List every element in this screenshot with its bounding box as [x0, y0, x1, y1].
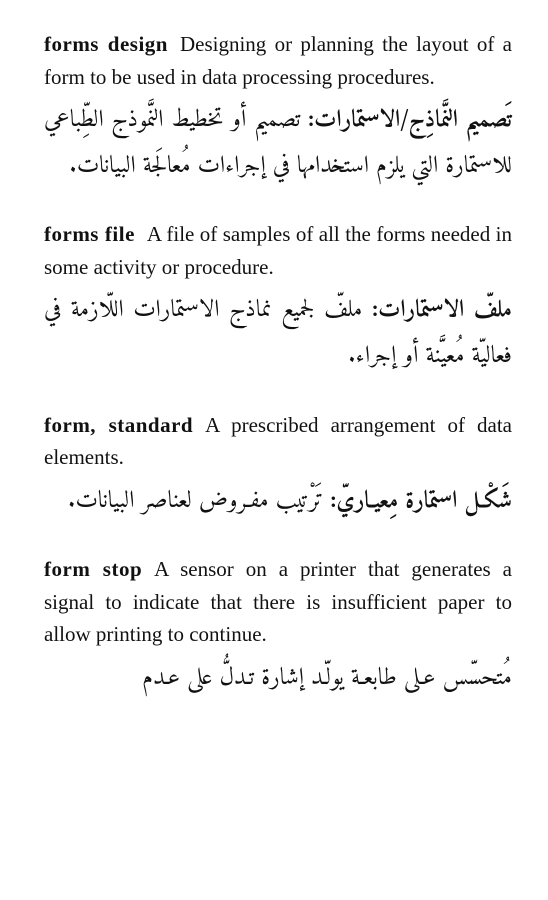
dictionary-page: forms designDesigning or planning the la…	[0, 0, 548, 900]
arabic-block: تَصميم النَّماذِج/الاستمارات: تصميم أو ت…	[44, 99, 512, 190]
entry-forms-design: forms designDesigning or planning the la…	[44, 28, 512, 190]
definition-ar: مُتحسّس عـلى طابعـة يولّـد إشارة تـدلُّ …	[142, 658, 512, 700]
english-block: forms designDesigning or planning the la…	[44, 28, 512, 93]
english-block: forms fileA file of samples of all the f…	[44, 218, 512, 283]
term-ar: شَكْـل استمارة مِعيـاريّ:	[330, 481, 512, 523]
arabic-block: مُتحسّس عـلى طابعـة يولّـد إشارة تـدلُّ …	[44, 657, 512, 703]
term-en: forms design	[44, 32, 168, 56]
definition-ar: تَرْتيب مفـروض لعناصر البيانات.	[68, 481, 323, 523]
term-ar: ملفّ الاستمارات:	[372, 290, 512, 332]
term-ar: تَصميم النَّماذِج/الاستمارات:	[308, 100, 512, 142]
english-block: form, standardA prescribed arrangement o…	[44, 409, 512, 474]
english-block: form stopA sensor on a printer that gene…	[44, 553, 512, 651]
term-en: forms file	[44, 222, 135, 246]
term-en: form, standard	[44, 413, 193, 437]
term-en: form stop	[44, 557, 142, 581]
arabic-block: شَكْـل استمارة مِعيـاريّ: تَرْتيب مفـروض…	[44, 480, 512, 526]
entry-form-stop: form stopA sensor on a printer that gene…	[44, 553, 512, 702]
entry-forms-file: forms fileA file of samples of all the f…	[44, 218, 512, 380]
entry-form-standard: form, standardA prescribed arrangement o…	[44, 409, 512, 526]
arabic-block: ملفّ الاستمارات: ملفّ لجميع نماذج الاستم…	[44, 289, 512, 380]
